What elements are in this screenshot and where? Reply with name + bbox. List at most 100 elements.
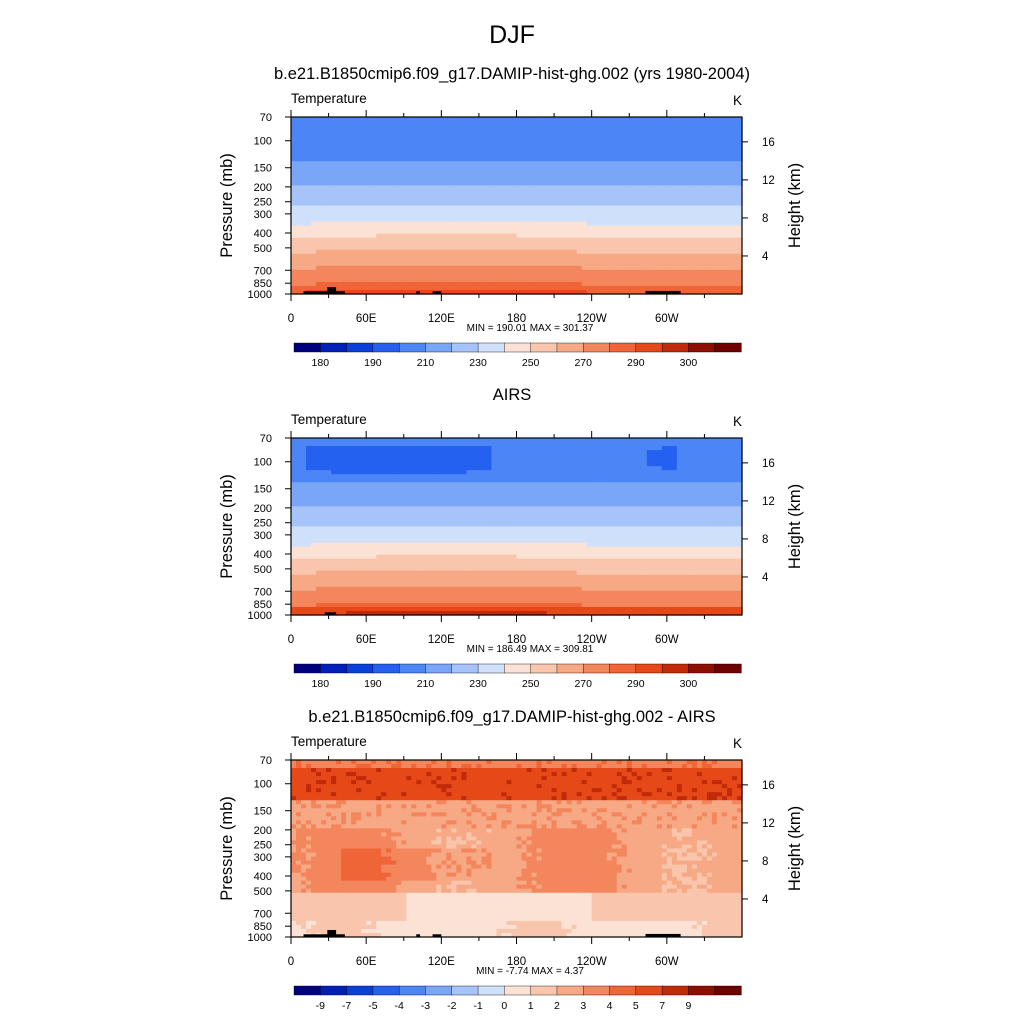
heatmap-cell [576,205,583,211]
heatmap-cell [656,277,663,283]
heatmap-cell [476,229,483,235]
heatmap-cell [441,442,447,447]
heatmap-cell [376,245,382,251]
heatmap-cell [636,189,643,195]
heatmap-cell [436,474,442,479]
heatmap-cell [716,193,723,199]
heatmap-cell [366,197,372,203]
heatmap-cell [496,229,503,235]
heatmap-cell [351,169,357,174]
heatmap-cell [356,145,362,150]
heatmap-cell [446,450,452,455]
heatmap-cell [451,249,457,255]
heatmap-cell [301,450,307,455]
heatmap-cell [511,237,518,243]
heatmap-cell [696,213,703,219]
heatmap-cell [391,225,397,231]
heatmap-cell [546,273,553,279]
heatmap-cell [676,205,683,211]
heatmap-cell [701,197,708,203]
heatmap-cell [321,133,327,138]
heatmap-cell [361,137,367,142]
heatmap-cell [346,438,352,443]
heatmap-cell [521,446,528,451]
x-tick-label: 120W [577,313,607,325]
heatmap-cell [346,450,352,455]
heatmap-cell [561,474,568,479]
heatmap-cell [516,257,523,263]
heatmap-cell [606,450,613,455]
heatmap-cell [651,438,658,443]
heatmap-cell [641,233,648,239]
heatmap-cell [686,121,693,126]
heatmap-cell [366,269,372,275]
heatmap-cell [376,281,382,287]
heatmap-cell [506,185,513,191]
heatmap-cell [576,285,583,291]
heatmap-cell [376,253,382,259]
y-right-tick-label: 8 [762,213,768,225]
heatmap-cell [591,454,598,459]
heatmap-cell [401,133,407,138]
heatmap-cell [416,466,422,471]
heatmap-cell [486,177,493,182]
heatmap-cell [496,446,503,451]
heatmap-cell [396,197,402,203]
heatmap-cell [601,474,608,479]
heatmap-cell [451,233,457,239]
heatmap-cell [511,125,518,130]
heatmap-cell [541,145,548,150]
heatmap-cell [386,446,392,451]
heatmap-cell [411,173,417,178]
heatmap-cell [456,173,462,178]
heatmap-cell [606,189,613,195]
heatmap-cell [511,245,518,251]
heatmap-cell [491,189,498,195]
colorbar-label: 180 [312,357,330,369]
heatmap-cell [541,466,548,471]
heatmap-cell [531,185,538,191]
heatmap-cell [291,209,297,215]
heatmap-cell [566,281,573,287]
heatmap-cell [321,189,327,195]
heatmap-cell [706,161,713,166]
heatmap-cell [586,173,593,178]
heatmap-cell [446,285,452,291]
heatmap-cell [351,145,357,150]
heatmap-cell [506,221,513,227]
heatmap-cell [646,221,653,227]
heatmap-cell [486,450,493,455]
heatmap-cell [661,474,668,479]
heatmap-cell [406,277,412,283]
heatmap-cell [711,281,718,287]
heatmap-cell [321,185,327,191]
heatmap-cell [401,221,407,227]
heatmap-cell [656,450,663,455]
heatmap-cell [371,149,377,154]
heatmap-cell [581,446,588,451]
heatmap-cell [531,153,538,158]
heatmap-cell [386,201,392,207]
heatmap-cell [326,257,332,263]
heatmap-cell [701,462,708,467]
heatmap-cell [581,281,588,287]
heatmap-cell [701,185,708,191]
heatmap-cell [616,458,623,463]
heatmap-cell [611,438,618,443]
heatmap-cell [736,257,743,263]
heatmap-cell [581,169,588,174]
heatmap-cell [331,197,337,203]
heatmap-cell [596,285,603,291]
heatmap-cell [636,177,643,182]
units-label: K [733,93,742,108]
heatmap-cell [541,281,548,287]
heatmap-cell [361,129,367,134]
heatmap-cell [546,438,553,443]
heatmap-cell [471,189,478,195]
heatmap-cell [321,173,327,178]
heatmap-cell [346,117,352,122]
heatmap-cell [521,462,528,467]
heatmap-cell [546,149,553,154]
heatmap-cell [621,446,628,451]
heatmap-cell [676,466,683,471]
